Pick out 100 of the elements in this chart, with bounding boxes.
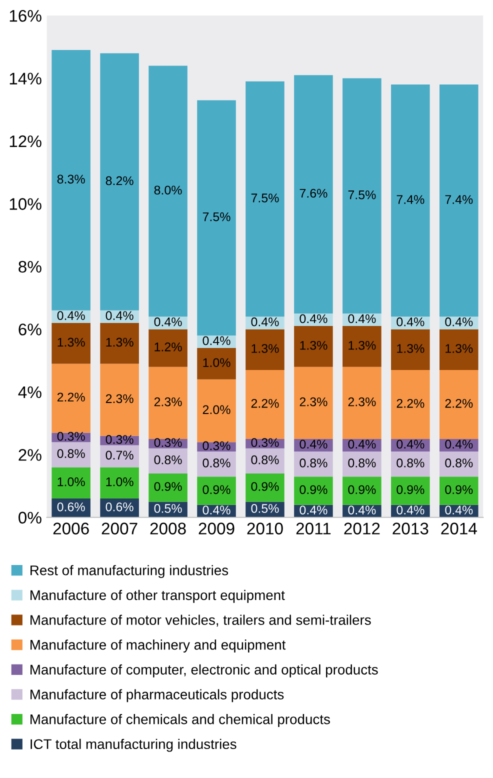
bar [52, 442, 90, 468]
data-label: 0.9% [202, 485, 230, 494]
data-label: 2.3% [154, 397, 182, 406]
bar [342, 452, 382, 477]
legend-label: Manufacture of other transport equipment [30, 590, 285, 603]
data-label: 7.5% [202, 212, 230, 222]
bar [52, 467, 90, 499]
data-label: 8.2% [106, 176, 134, 186]
bar [294, 366, 333, 439]
bar [440, 370, 478, 439]
data-label: 0.3% [154, 438, 182, 448]
legend-label: Manufacture of motor vehicles, trailers and semi-trailers [30, 614, 371, 627]
bar [52, 50, 90, 310]
y-tick-label: 6% [18, 324, 42, 336]
bar [440, 452, 478, 477]
data-label: 0.4% [396, 317, 424, 326]
data-label: 2.3% [300, 397, 328, 406]
data-label: 2.0% [202, 405, 230, 414]
y-tick-label: 12% [10, 135, 42, 148]
bar [100, 445, 139, 468]
data-label: 7.4% [396, 195, 424, 204]
data-label: 0.9% [396, 485, 424, 494]
bar [148, 66, 188, 317]
data-label: 0.4% [300, 440, 328, 449]
y-tick-label: 16% [10, 10, 42, 22]
data-label: 0.4% [300, 314, 328, 324]
data-label: 0.4% [251, 317, 279, 326]
legend-label: Manufacture of computer, electronic and optical products [30, 664, 378, 678]
y-tick-label: 8% [18, 260, 42, 273]
data-label: 8.3% [57, 174, 85, 184]
bar [197, 452, 236, 477]
bar [440, 476, 478, 505]
legend-label: ICT total manufacturing industries [30, 738, 236, 752]
data-label: 0.4% [300, 506, 328, 514]
bar [52, 364, 90, 433]
data-label: 0.3% [106, 435, 134, 444]
bar [391, 452, 430, 477]
bar [440, 329, 478, 370]
y-tick-label: 10% [10, 198, 42, 210]
data-label: 0.9% [348, 485, 376, 494]
data-label: 1.3% [106, 338, 134, 347]
bar [197, 348, 236, 380]
data-label: 1.3% [252, 344, 279, 353]
bar [342, 78, 382, 314]
y-tick-label: 2% [18, 449, 42, 461]
bar [197, 476, 236, 505]
bar [342, 476, 382, 505]
data-label: 0.7% [106, 450, 134, 460]
data-label: 0.4% [106, 311, 134, 320]
data-label: 1.3% [446, 344, 473, 353]
data-label: 0.8% [202, 458, 230, 468]
data-label: 0.3% [57, 432, 85, 441]
bar [294, 326, 333, 367]
bar [148, 473, 188, 502]
legend-label: Manufacture of machinery and equipment [30, 640, 286, 652]
data-label: 0.9% [154, 482, 182, 491]
bar [294, 75, 333, 314]
data-label: 0.8% [300, 458, 328, 468]
bar [197, 100, 236, 336]
bar [52, 322, 90, 364]
x-tick-label: 2006 [53, 522, 89, 534]
data-label: 0.8% [396, 458, 424, 468]
data-label: 1.0% [203, 358, 230, 368]
data-label: 0.8% [154, 455, 182, 464]
data-label: 0.4% [202, 336, 230, 346]
data-label: 0.5% [154, 504, 182, 513]
data-label: 0.3% [202, 441, 230, 450]
bar [391, 370, 430, 439]
x-tick-label: 2012 [344, 522, 380, 534]
bar [100, 364, 139, 436]
data-label: 0.4% [348, 314, 376, 324]
y-tick-label: 0% [18, 512, 42, 524]
bar [197, 379, 236, 442]
data-label: 1.0% [106, 477, 134, 486]
data-label: 7.5% [251, 194, 279, 202]
legend-label: Manufacture of chemicals and chemical products [30, 714, 330, 727]
bar [246, 448, 284, 474]
bar [246, 329, 284, 370]
bar [100, 467, 139, 499]
x-tick-label: 2007 [102, 522, 138, 534]
data-label: 0.9% [251, 482, 279, 491]
data-label: 2.3% [348, 397, 376, 406]
bar [246, 370, 284, 439]
x-tick-label: 2013 [392, 522, 428, 534]
data-label: 0.8% [348, 458, 376, 468]
data-label: 0.8% [57, 449, 85, 458]
data-label: 0.8% [251, 455, 279, 464]
data-label: 0.9% [300, 485, 328, 494]
data-label: 1.2% [154, 342, 182, 352]
bar [148, 448, 188, 474]
data-label: 1.3% [348, 340, 376, 350]
data-label: 0.4% [396, 440, 424, 449]
data-label: 7.4% [445, 195, 473, 204]
bar [342, 326, 382, 367]
x-tick-label: 2010 [247, 522, 283, 534]
legend-label: Rest of manufacturing industries [30, 565, 228, 578]
y-tick-label: 14% [10, 72, 42, 84]
data-label: 0.4% [396, 506, 424, 514]
data-label: 0.4% [445, 506, 473, 514]
x-tick-label: 2009 [198, 522, 234, 534]
